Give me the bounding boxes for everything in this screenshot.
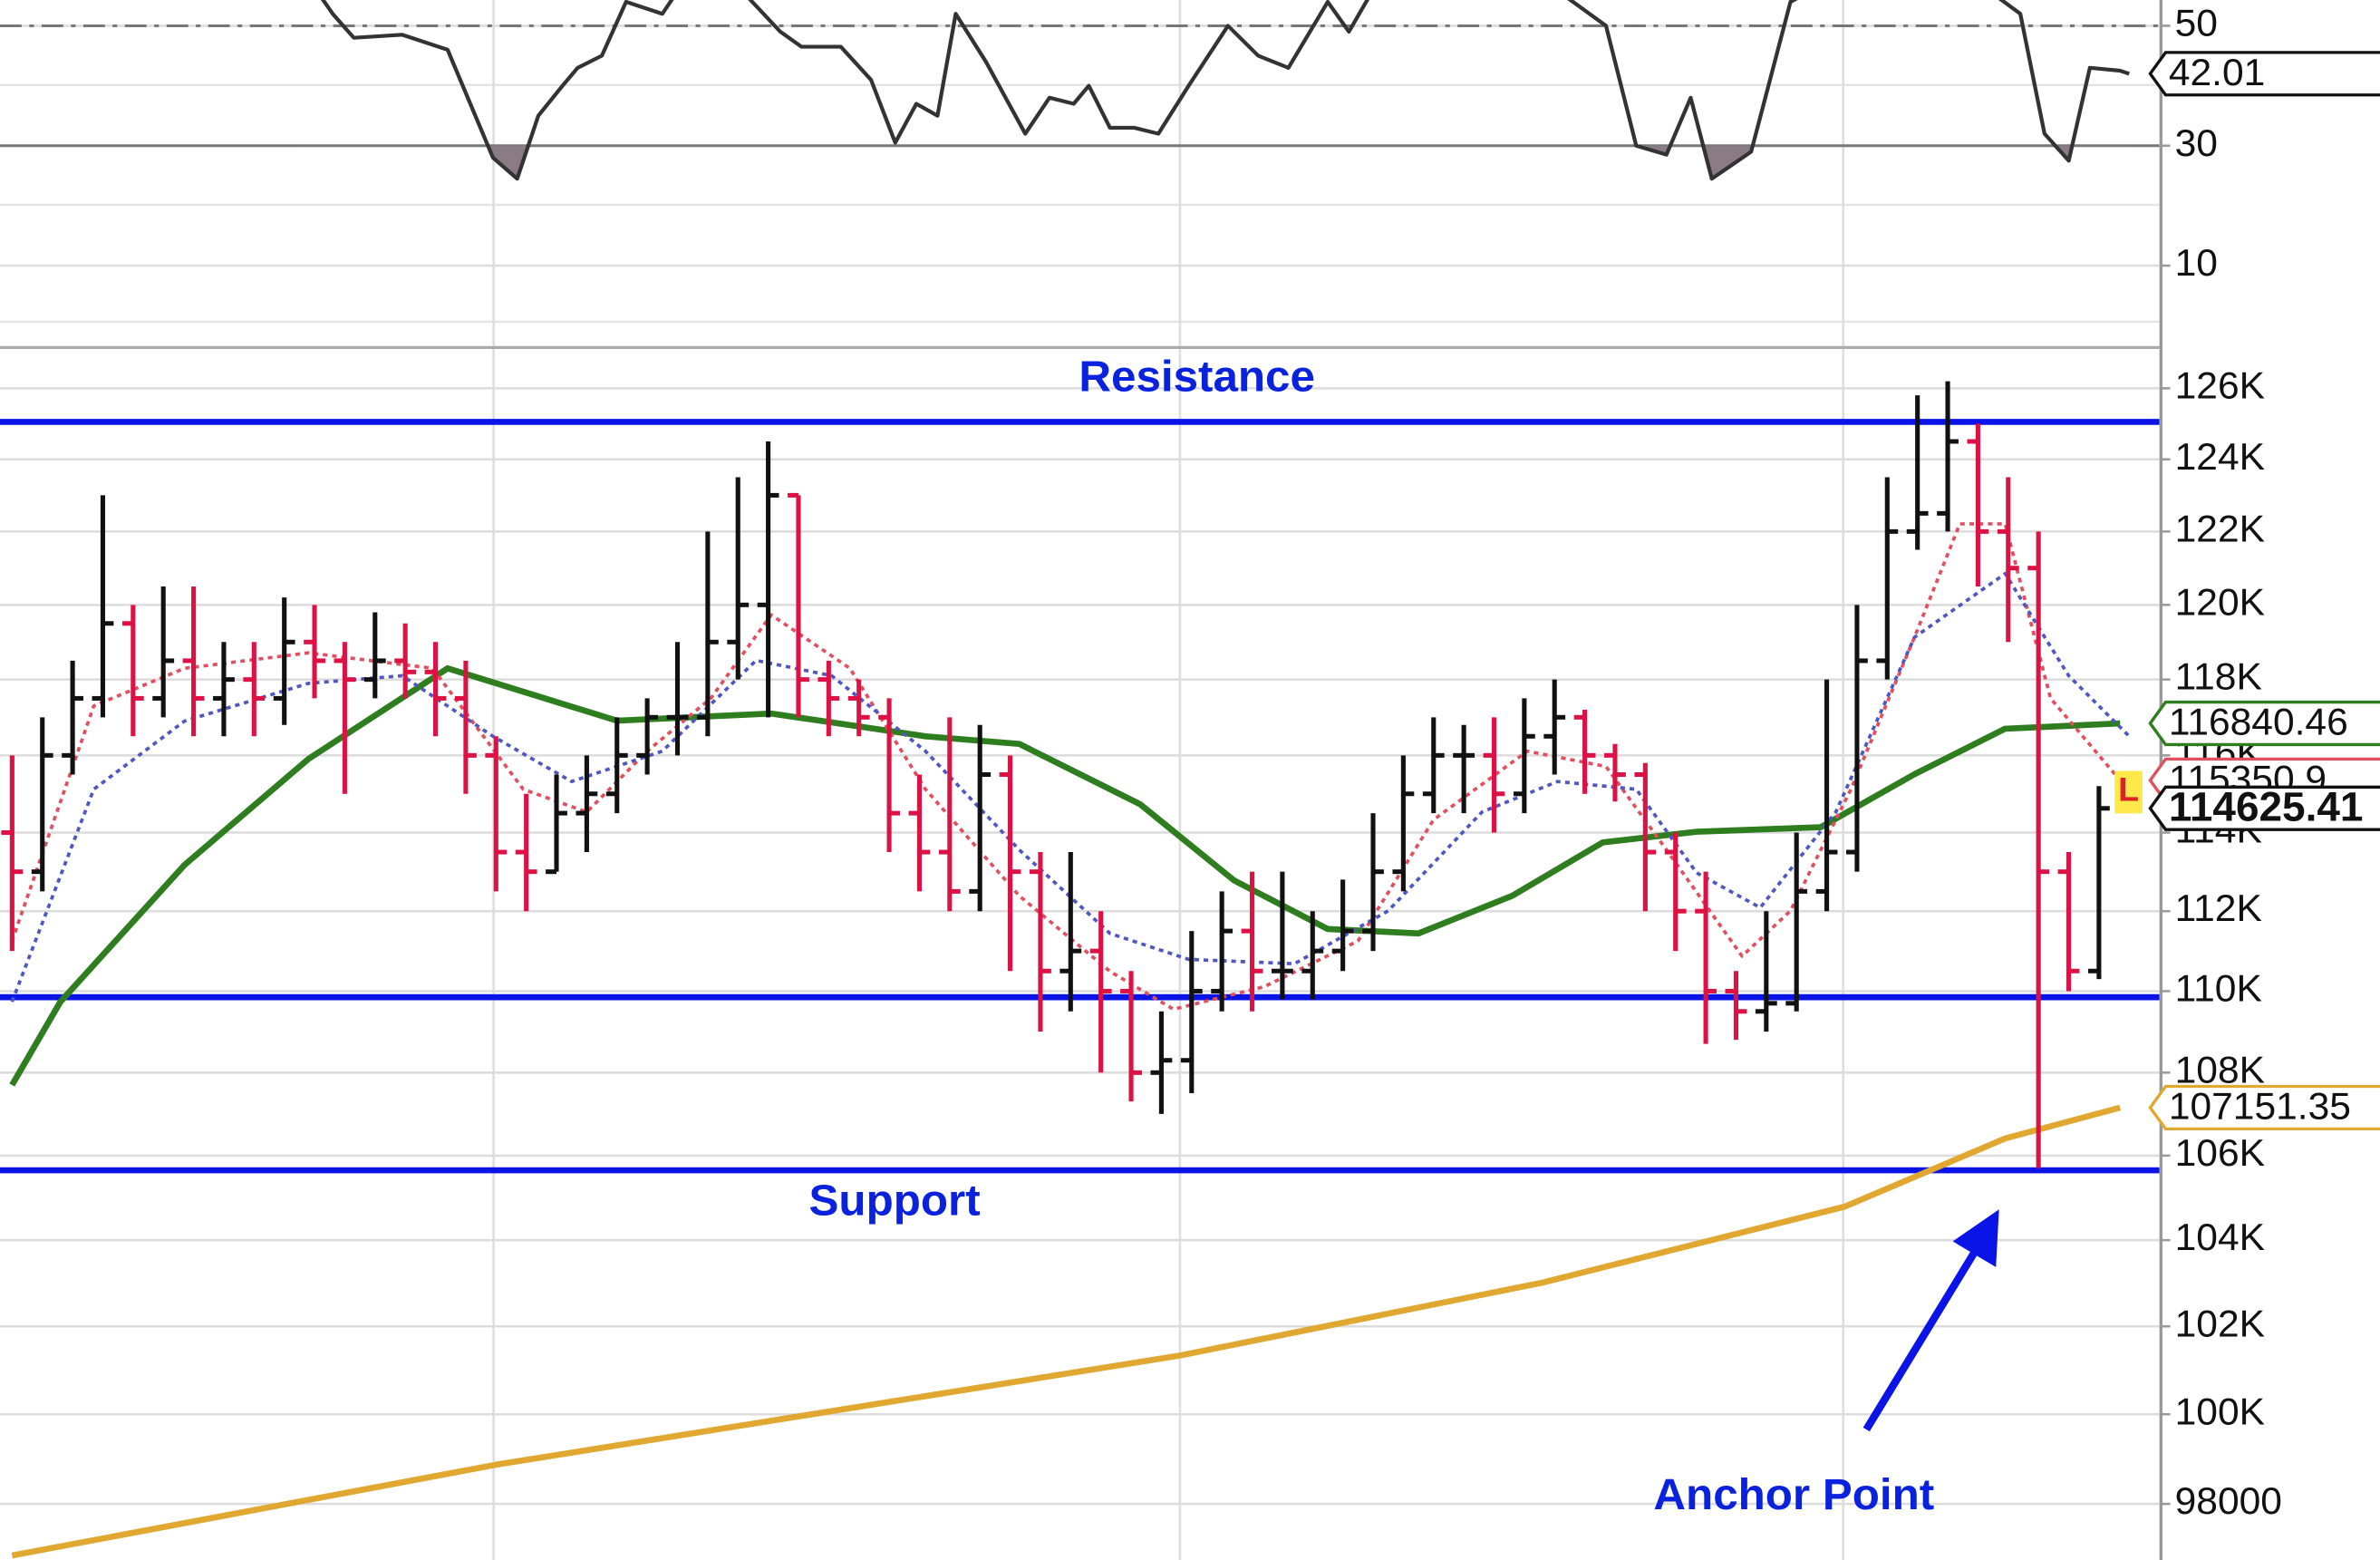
value-label: 116840.46 [2169,701,2348,743]
y-tick-label: 102K [2175,1303,2265,1345]
arrow-head [1952,1209,1999,1267]
y-tick-label: 100K [2175,1390,2265,1433]
rsi-panel [0,0,2160,267]
rsi-minor-grid [0,83,2160,324]
y-tick-label: 104K [2175,1216,2265,1258]
date-grid [492,0,1845,1560]
annotation: Support [809,1177,981,1226]
price-panel [0,381,2160,1559]
marker-box [2114,770,2143,814]
value-label: 42.01 [2169,51,2265,93]
y-tick-label: 106K [2175,1131,2265,1174]
annotation: Resistance [1079,353,1315,402]
moving-average [10,571,2131,1003]
y-tick-label: 122K [2175,508,2265,550]
moving-average [11,1104,2122,1559]
marker: L [2118,770,2139,809]
y-tick-label: 30 [2175,121,2218,164]
moving-average [9,664,2121,1087]
y-tick-label: 108K [2175,1049,2265,1091]
y-tick-label: 120K [2175,581,2265,624]
value-label-box [2148,700,2380,747]
y-tick-label: 126K [2175,364,2265,407]
y-tick-label: 50 [2175,2,2218,44]
value-label: 114625.41 [2169,784,2364,830]
rsi-line [320,0,2130,181]
value-label-box [2148,1084,2380,1131]
arrow [1862,1245,1981,1432]
y-tick-label: 118K [2175,655,2262,698]
y-tick-label: 98000 [2175,1480,2282,1523]
y-tick-label: 110K [2175,967,2262,1010]
plot-area [0,0,2160,267]
value-label-box [2148,785,2380,831]
plot-area [0,381,2160,1559]
y-tick-label: 10 [2175,241,2218,284]
y-tick-label: 124K [2175,435,2265,478]
annotation: Anchor Point [1653,1471,1934,1520]
value-label-box [2148,51,2380,97]
axis-labels: 10 30 50 42.01 98000 100K 102K 104K 106K 108K 110K… [2148,2,2380,1523]
y-tick-label: 112K [2175,887,2262,930]
value-label: 107151.35 [2169,1085,2351,1128]
